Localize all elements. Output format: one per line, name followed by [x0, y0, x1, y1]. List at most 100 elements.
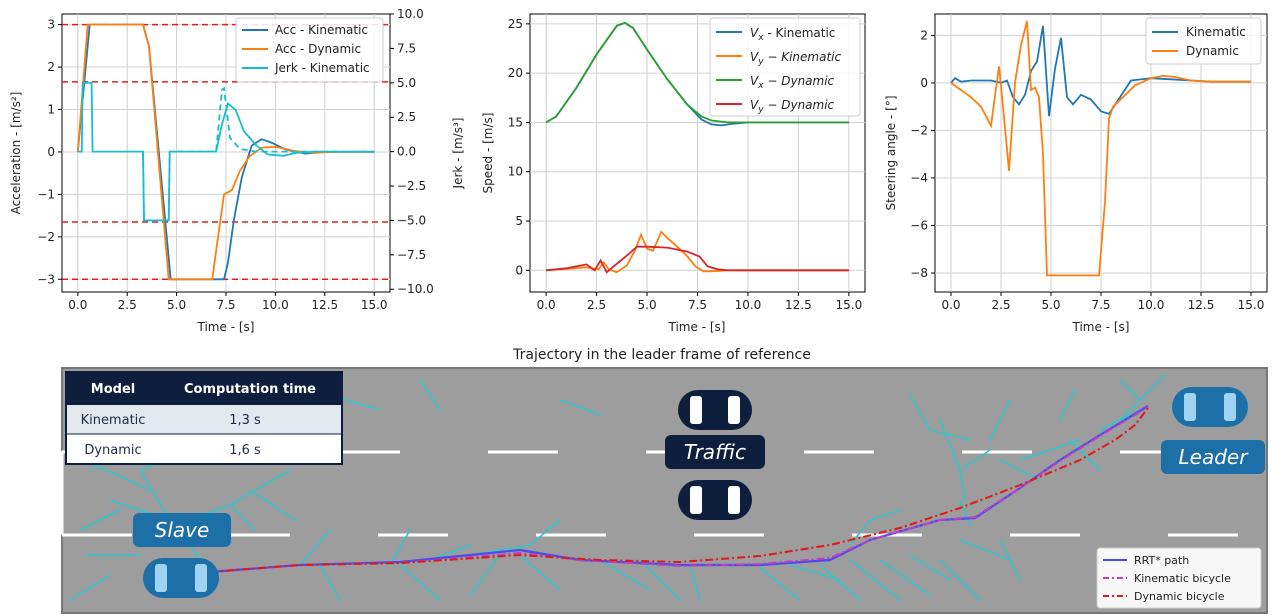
x-tick-label: 2.5 [118, 298, 137, 312]
x-tick-label: 7.5 [216, 298, 235, 312]
x-tick-label: 5.0 [638, 298, 657, 312]
series-line-3 [546, 245, 849, 274]
legend: Acc - Kinematic Acc - Dynamic Jerk - Kin… [235, 17, 384, 83]
trajectory-title: Trajectory in the leader frame of refere… [512, 347, 811, 363]
y2-tick-label: 10.0 [397, 7, 424, 21]
legend-vy-kinematic: Vy − Kinematic [750, 50, 842, 67]
y-tick-label: 10 [508, 165, 523, 179]
series-line-1 [950, 20, 1251, 277]
legend-vx-kinematic: Vx - Kinematic [750, 26, 835, 43]
x-tick-label: 15.0 [1238, 298, 1265, 312]
x-tick-label: 12.5 [311, 298, 338, 312]
lane-markings [62, 450, 1267, 537]
x-tick-label: 15.0 [835, 298, 862, 312]
x-tick-label: 0.0 [941, 298, 960, 312]
x-axis-label: Time - [s] [197, 320, 255, 334]
table-header-model: Model [91, 382, 135, 397]
y-tick-label: 2 [920, 28, 928, 42]
series-line-2 [77, 81, 375, 222]
y2-axis-label: Jerk - [m/s³] [451, 118, 465, 190]
y-tick-label: 0 [47, 145, 55, 159]
y-tick-label: −2 [910, 123, 928, 137]
legend-kinematic-bicycle: Kinematic bicycle [1134, 572, 1231, 585]
speed-chart: 0.0 2.5 5.0 7.5 10.0 12.5 15.0 0 5 10 15 20 25 Time… [481, 13, 866, 334]
y2-tick-label: −5.0 [397, 213, 426, 227]
leader-badge: Leader [1161, 440, 1265, 474]
leader-label: Leader [1179, 445, 1250, 469]
table-row-2-model: Dynamic [84, 443, 141, 458]
y-tick-label: −2 [37, 230, 55, 244]
x-tick-label: 10.0 [735, 298, 762, 312]
series-line-3 [142, 86, 375, 222]
x-tick-label: 7.5 [1091, 298, 1110, 312]
x-tick-label: 0.0 [537, 298, 556, 312]
trajectory-legend: RRT* path Kinematic bicycle Dynamic bicy… [1096, 547, 1262, 609]
y2-tick-label: 0.0 [397, 145, 416, 159]
legend-rrt-path: RRT* path [1134, 554, 1189, 567]
y2-tick-label: 2.5 [397, 110, 416, 124]
y-axis-label: Acceleration - [m/s²] [9, 92, 23, 215]
x-tick-label: 5.0 [1041, 298, 1060, 312]
traffic-car-top-icon [678, 390, 752, 430]
x-tick-label: 7.5 [688, 298, 707, 312]
y-tick-label: 3 [47, 18, 55, 32]
x-tick-label: 12.5 [785, 298, 812, 312]
legend-jerk-kinematic: Jerk - Kinematic [274, 61, 370, 75]
series-line-0 [950, 25, 1251, 117]
y-tick-label: 25 [508, 17, 523, 31]
table-row-2-time: 1,6 s [229, 443, 261, 458]
y-axis-label: Steering angle - [°] [884, 95, 898, 210]
legend-vy-dynamic: Vy − Dynamic [750, 98, 835, 115]
x-tick-label: 2.5 [587, 298, 606, 312]
trajectory-scene: Traffic Leader Slave Model Computation t… [60, 367, 1268, 614]
y2-tick-label: 7.5 [397, 41, 416, 55]
y-tick-label: 20 [508, 66, 523, 80]
x-tick-label: 5.0 [167, 298, 186, 312]
y2-tick-label: −2.5 [397, 179, 426, 193]
dynamic-bicycle-line [209, 407, 1149, 573]
y-tick-label: 0 [920, 76, 928, 90]
x-axis-label: Time - [s] [668, 320, 726, 334]
traffic-car-bottom-icon [678, 480, 752, 520]
x-tick-label: 10.0 [262, 298, 289, 312]
x-tick-label: 10.0 [1138, 298, 1165, 312]
leader-car-icon [1172, 387, 1248, 427]
y-tick-label: −3 [37, 272, 55, 286]
series-line-1 [546, 230, 849, 274]
slave-label: Slave [155, 518, 210, 542]
slave-car-icon [143, 558, 219, 598]
legend-kinematic: Kinematic [1186, 25, 1246, 39]
y-tick-label: 0 [515, 263, 523, 277]
legend-acc-dynamic: Acc - Dynamic [275, 42, 361, 56]
table-header-time: Computation time [184, 382, 316, 397]
x-axis-label: Time - [s] [1072, 320, 1130, 334]
legend: Kinematic Dynamic [1145, 17, 1262, 65]
y-axis-label: Speed - [m/s] [481, 113, 495, 194]
x-tick-label: 12.5 [1188, 298, 1215, 312]
legend-vx-dynamic: Vx − Dynamic [750, 74, 835, 91]
slave-badge: Slave [133, 513, 231, 547]
steering-chart: 0.0 2.5 5.0 7.5 10.0 12.5 15.0 −8 −6 −4 −2 0 2 Time… [884, 13, 1268, 334]
y-tick-label: −6 [910, 218, 928, 232]
legend-acc-kinematic: Acc - Kinematic [275, 23, 368, 37]
y-tick-label: 1 [47, 102, 55, 116]
x-tick-label: 2.5 [991, 298, 1010, 312]
legend: Vx - Kinematic Vy − Kinematic Vx − Dynam… [709, 17, 861, 117]
y2-tick-label: 5.0 [397, 76, 416, 90]
y-tick-label: 5 [515, 214, 523, 228]
y2-tick-label: −10.0 [397, 282, 434, 296]
legend-dynamic-bicycle: Dynamic bicycle [1134, 590, 1225, 603]
computation-table: Model Computation time Kinematic 1,3 s D… [65, 371, 343, 465]
y-tick-label: −4 [910, 171, 928, 185]
y-tick-label: 15 [508, 115, 523, 129]
y-tick-label: −8 [910, 266, 928, 280]
table-row-1-model: Kinematic [81, 413, 146, 428]
y-tick-label: −1 [37, 187, 55, 201]
legend-dynamic: Dynamic [1186, 44, 1239, 58]
y-tick-label: 2 [47, 60, 55, 74]
x-tick-label: 15.0 [361, 298, 388, 312]
y2-tick-label: −7.5 [397, 248, 426, 262]
x-tick-label: 0.0 [68, 298, 87, 312]
table-row-1-time: 1,3 s [229, 413, 261, 428]
